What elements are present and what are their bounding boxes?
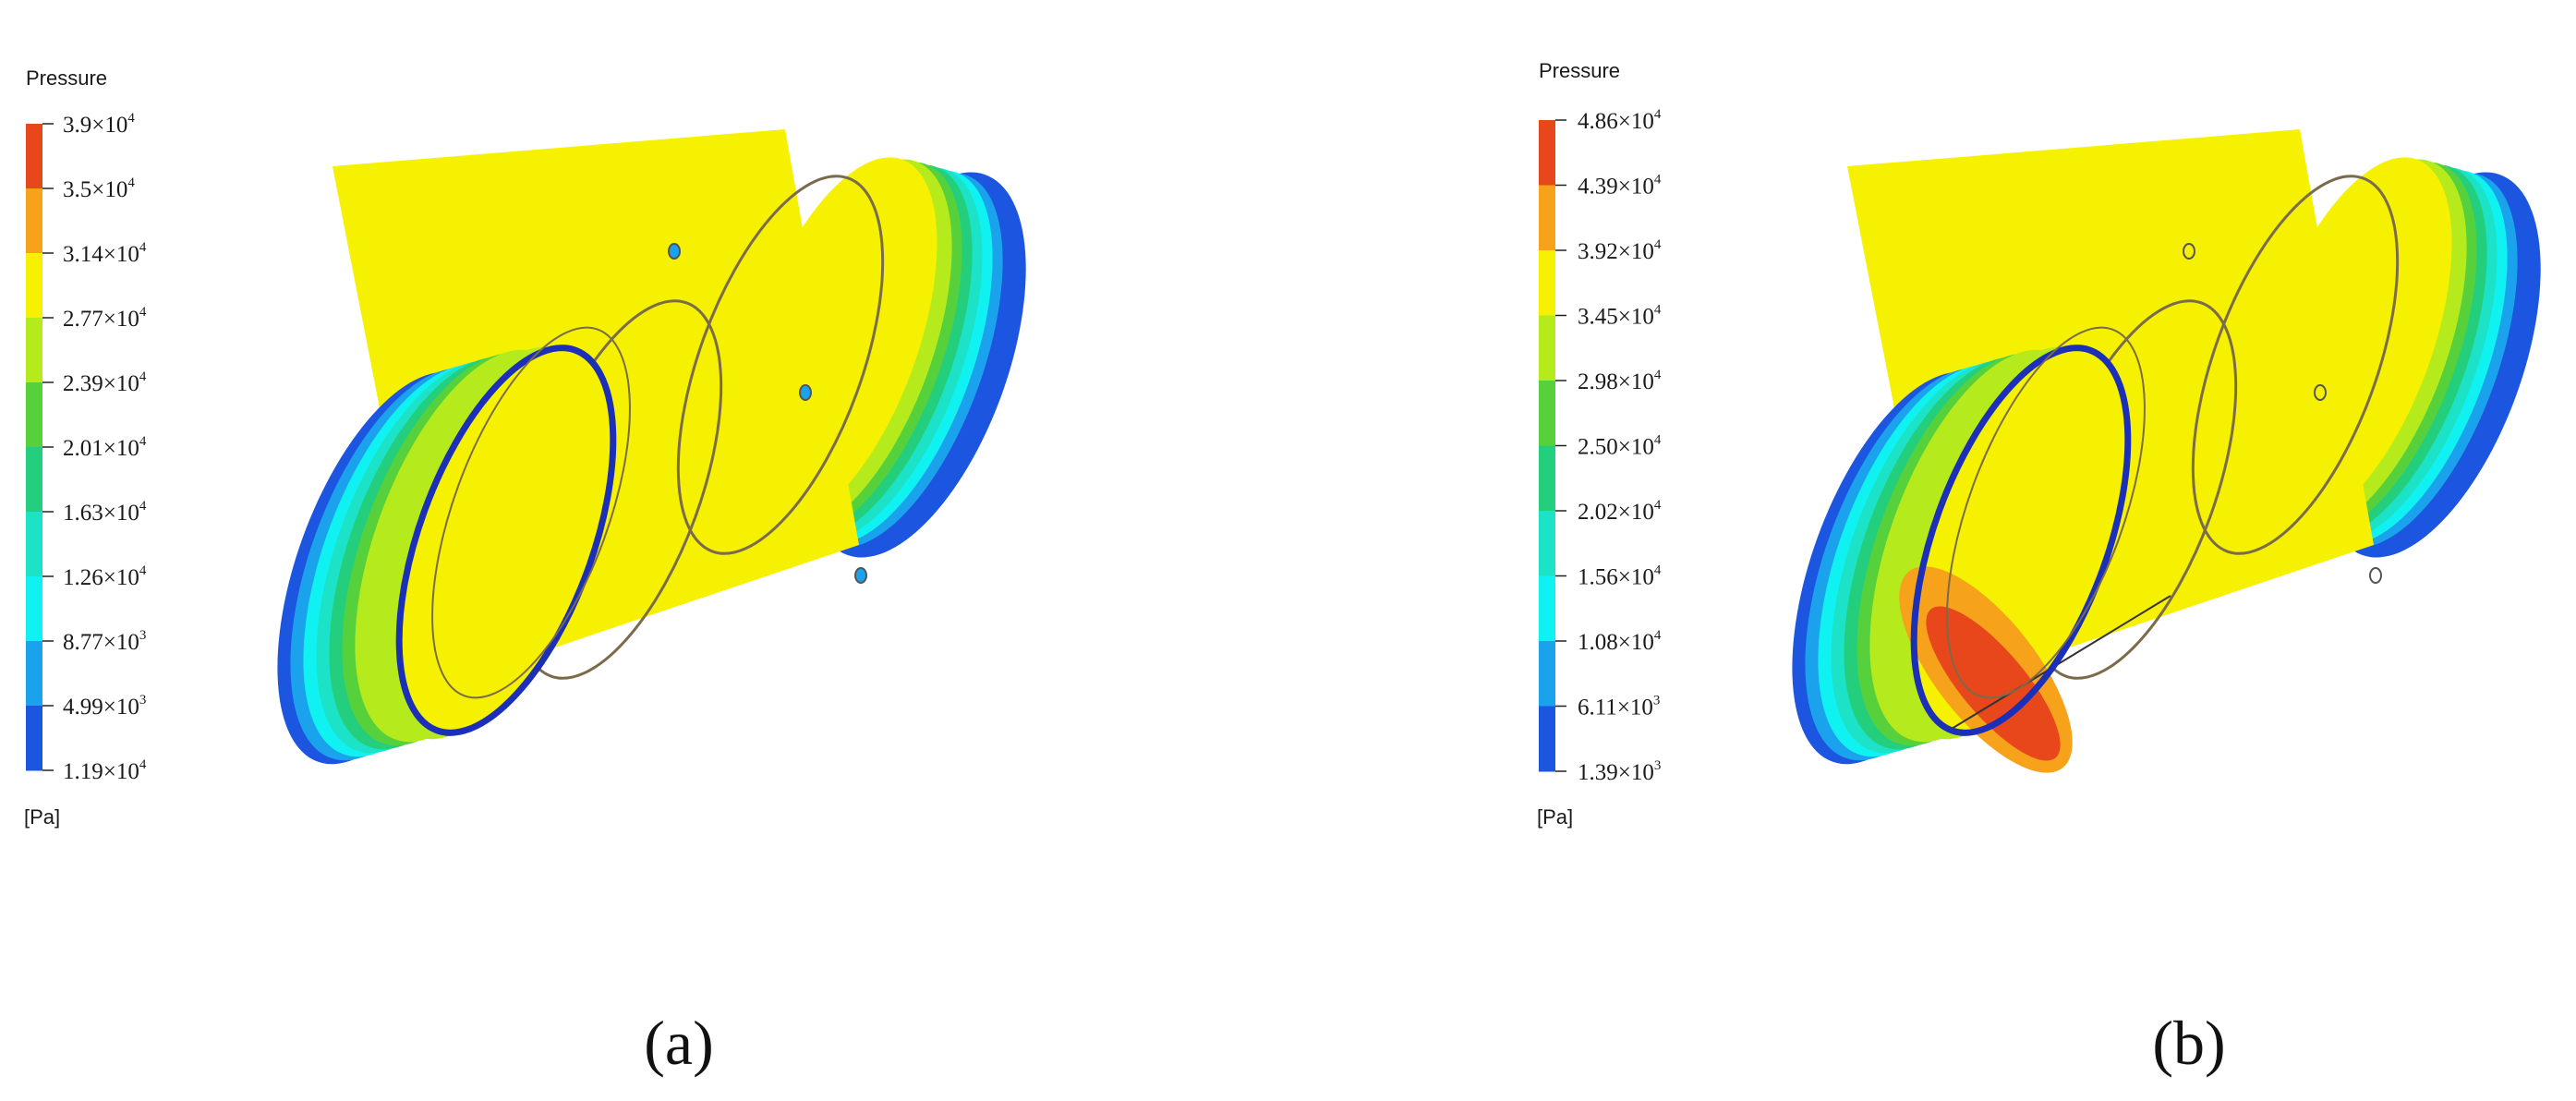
tick-label: 1.26×104 xyxy=(63,563,147,590)
colorbar-segment xyxy=(26,382,42,448)
colorbar-segment xyxy=(26,447,42,513)
body-end xyxy=(734,157,937,526)
surface-hole xyxy=(2183,243,2195,260)
tick-label: 3.92×104 xyxy=(1578,237,1662,264)
colorbar-segment xyxy=(1539,381,1555,446)
surface-hole xyxy=(668,243,681,260)
captions: (a) (b) xyxy=(644,1008,2225,1078)
tick-label: 3.14×104 xyxy=(63,240,147,267)
legend-unit: [Pa] xyxy=(24,805,60,829)
inner-groove xyxy=(1946,326,2146,699)
tick-label: 8.77×103 xyxy=(63,628,146,655)
tick-label: 6.11×103 xyxy=(1578,694,1660,720)
tick-label: 2.98×104 xyxy=(1578,368,1662,394)
colorbar-segment xyxy=(1539,120,1555,186)
colorbar-segment xyxy=(26,641,42,707)
legend-a: Pressure 3.9×104 3.5×104 3.14×104 2.77×104 2.… xyxy=(24,67,147,829)
tick-label: 1.56×104 xyxy=(1578,563,1662,590)
colorbar-segment xyxy=(26,512,42,577)
tick-label: 4.86×104 xyxy=(1578,107,1662,134)
colorbar-segment xyxy=(1539,315,1555,381)
cylinder-model-a xyxy=(277,129,1026,765)
tick-label: 1.08×104 xyxy=(1578,628,1662,655)
body-end xyxy=(2249,157,2452,526)
panel-caption: (b) xyxy=(2152,1008,2225,1078)
colorbar-segment xyxy=(1539,706,1555,772)
legend-b: Pressure 4.86×104 4.39×104 3.92×104 3.45×104… xyxy=(1537,59,1662,829)
colorbar-segment xyxy=(26,124,42,189)
tick-label: 3.45×104 xyxy=(1578,303,1662,330)
colorbar-segment xyxy=(1539,511,1555,576)
colorbar-segment xyxy=(26,706,42,771)
tick-label: 2.02×104 xyxy=(1578,498,1662,525)
tick-label: 4.99×103 xyxy=(63,693,146,720)
tick-label: 2.01×104 xyxy=(63,434,147,461)
legend-title: Pressure xyxy=(26,67,107,90)
surface-hole xyxy=(2369,567,2382,584)
tick-label: 2.77×104 xyxy=(63,305,147,332)
inner-groove xyxy=(431,326,631,699)
cylinder-model-b xyxy=(1792,129,2541,773)
colorbar-segment xyxy=(1539,185,1555,251)
tick-label: 1.63×104 xyxy=(63,499,147,526)
front-rim xyxy=(1910,345,2132,736)
groove-line xyxy=(2191,175,2400,555)
tick-label: 3.5×104 xyxy=(63,175,135,202)
legend-title: Pressure xyxy=(1539,59,1620,82)
tick-label: 1.19×104 xyxy=(63,757,147,784)
tick-label: 3.9×104 xyxy=(63,111,135,138)
front-rim xyxy=(395,345,617,736)
tick-label: 2.39×104 xyxy=(63,369,147,396)
colorbar-segment xyxy=(26,188,42,254)
colorbar-segment xyxy=(26,318,42,383)
panel-caption: (a) xyxy=(644,1008,713,1078)
colorbar-segment xyxy=(1539,445,1555,512)
tick-label: 4.39×104 xyxy=(1578,173,1662,200)
interior xyxy=(398,347,612,733)
surface-hole xyxy=(854,567,867,584)
surface-hole xyxy=(2314,384,2327,401)
colorbar-segment xyxy=(1539,575,1555,642)
colorbar-segment xyxy=(26,253,42,319)
surface-hole xyxy=(799,384,812,401)
colorbar-segment xyxy=(26,576,42,642)
legend-unit: [Pa] xyxy=(1537,805,1573,829)
tick-label: 2.50×104 xyxy=(1578,433,1662,460)
tick-label: 1.39×103 xyxy=(1578,758,1661,785)
cylinders xyxy=(277,129,2541,773)
colorbar-segment xyxy=(1539,641,1555,707)
groove-line xyxy=(676,175,885,555)
legends: Pressure 3.9×104 3.5×104 3.14×104 2.77×104 2.… xyxy=(24,59,1662,829)
peak-pressure-zone xyxy=(1926,606,2061,761)
colorbar-segment xyxy=(1539,250,1555,316)
